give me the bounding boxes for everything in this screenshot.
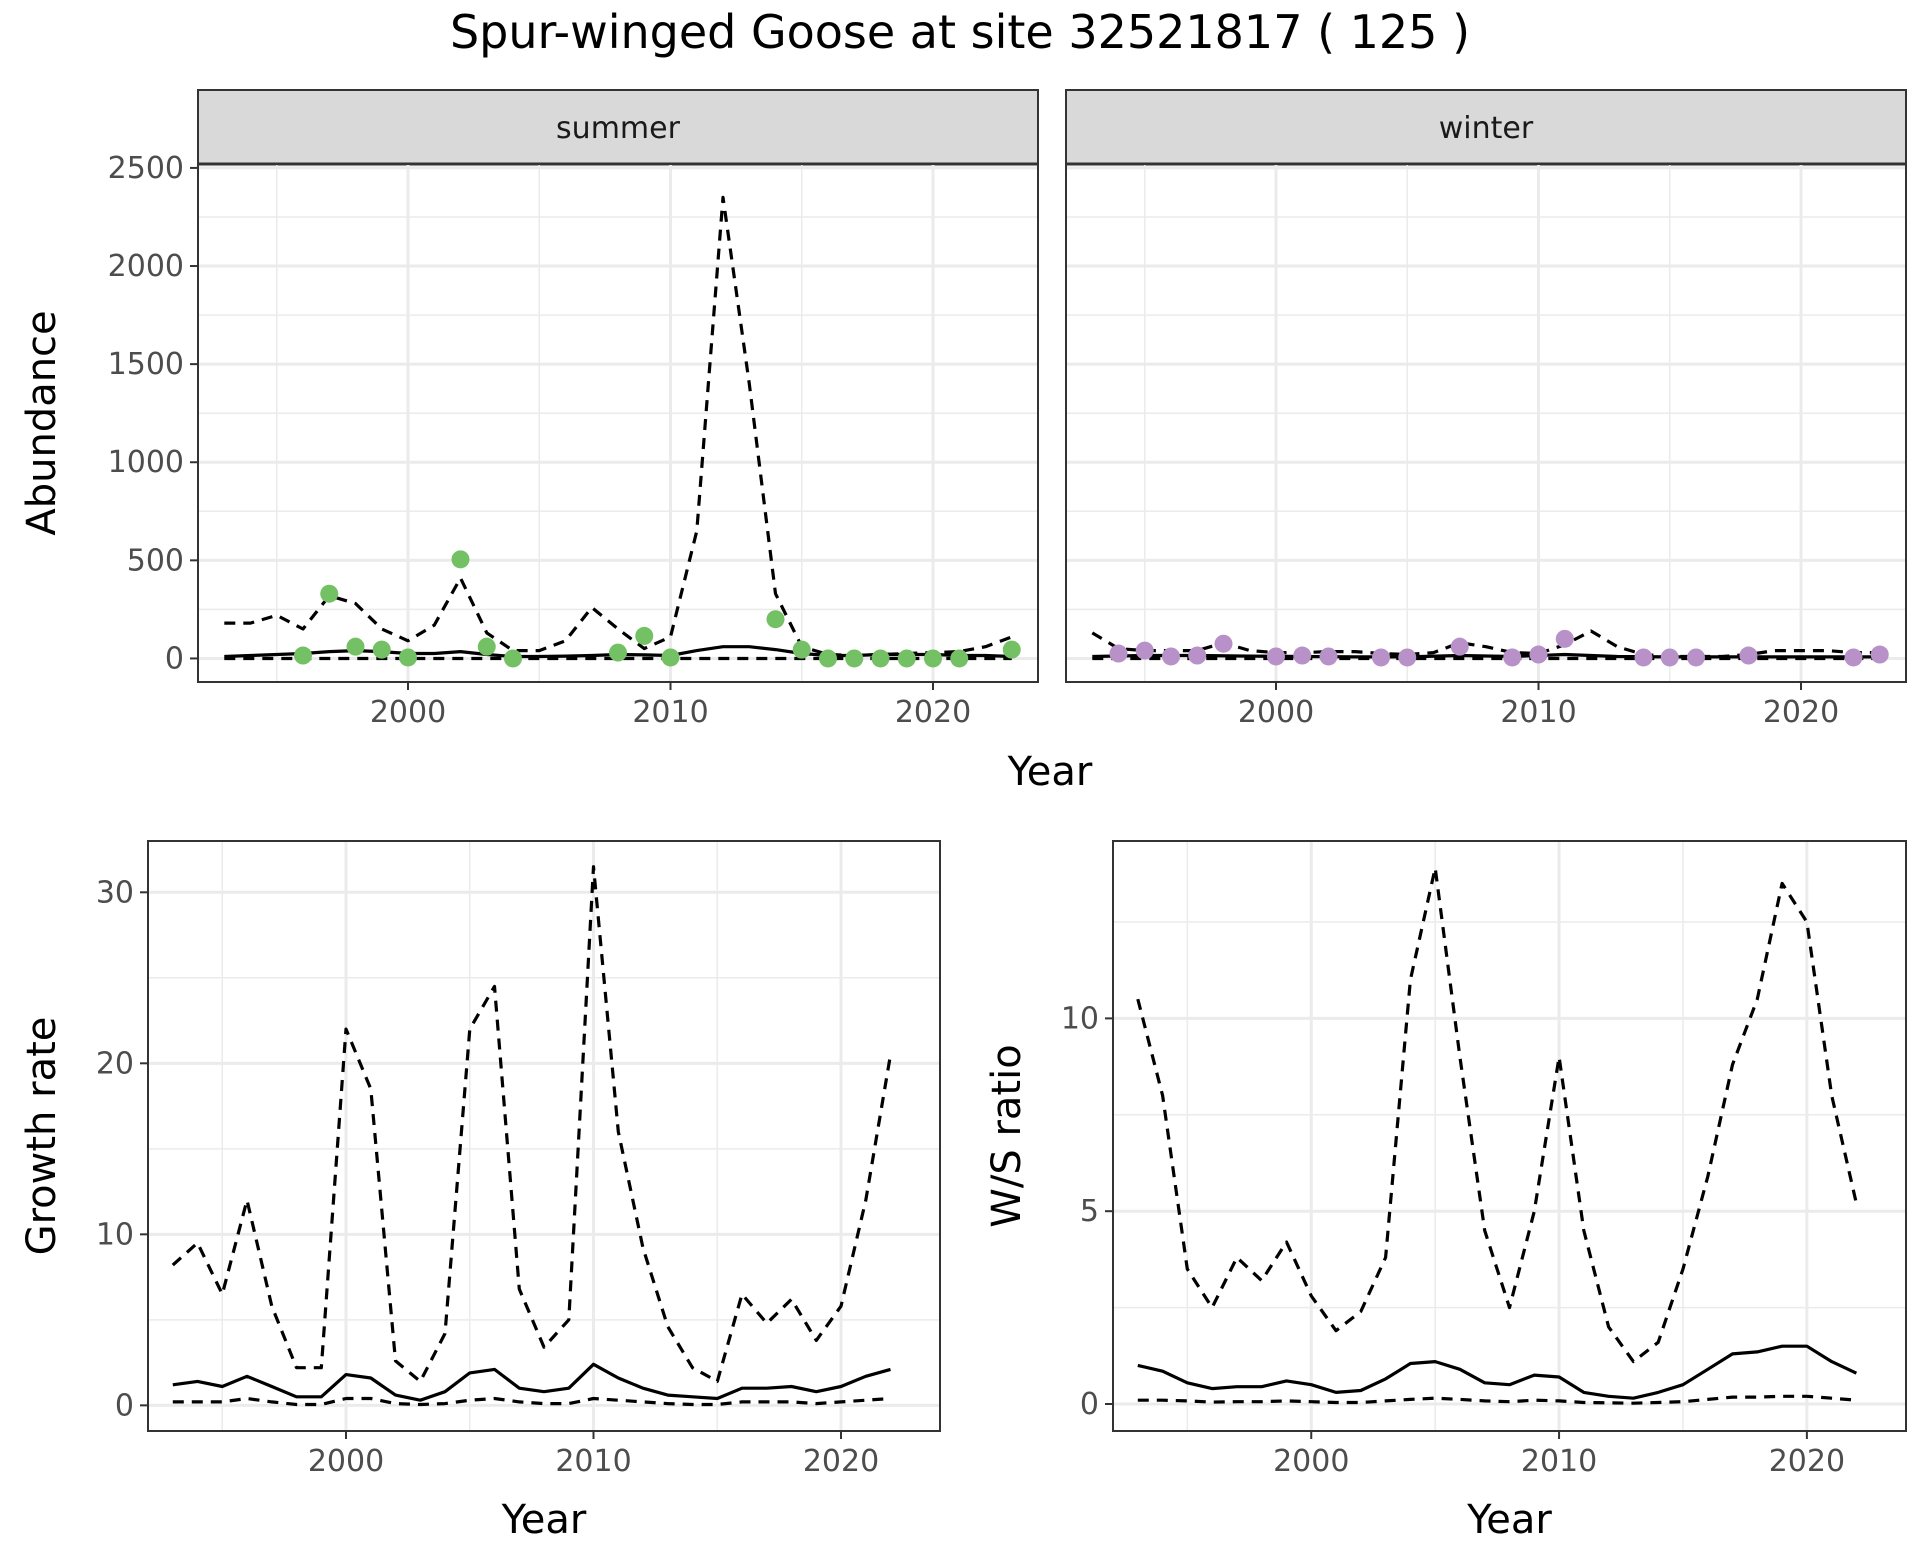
- observation-point: [451, 550, 470, 569]
- observation-point: [1739, 646, 1758, 665]
- observation-point: [1660, 648, 1679, 667]
- observation-point: [346, 637, 365, 656]
- x-tick-label: 2000: [370, 695, 446, 730]
- observation-point: [320, 584, 339, 603]
- y-tick-label: 10: [1061, 1001, 1099, 1036]
- x-axis-title: Year: [501, 1497, 587, 1543]
- observation-point: [1870, 645, 1889, 664]
- observation-point: [1450, 637, 1469, 656]
- upper-bound-line: [171, 865, 893, 1383]
- x-tick-label: 2010: [1521, 1444, 1597, 1479]
- facet-strip: [197, 89, 1039, 165]
- y-tick-label: 5: [1080, 1194, 1099, 1229]
- x-axis-title: Year: [1466, 1497, 1552, 1543]
- panel-border: [1065, 163, 1907, 683]
- y-axis-title: Growth rate: [19, 1017, 65, 1256]
- observation-point: [609, 643, 627, 662]
- x-tick-label: 2020: [1763, 695, 1839, 730]
- observation-point: [1214, 634, 1233, 653]
- x-tick-label: 2020: [803, 1444, 879, 1479]
- observation-point: [1162, 647, 1180, 666]
- growth-rate-chart: 2000 2010 2020 0 10 20 30 Year Growth rate: [19, 840, 941, 1543]
- observation-point: [924, 649, 942, 668]
- observation-point: [871, 649, 890, 668]
- observation-point: [1372, 648, 1390, 667]
- abundance-chart: summer 2000 2010 2020 0 500 1000 1500 2000 2500 wi…: [19, 89, 1907, 795]
- upper-bound-line: [224, 195, 1013, 658]
- observation-point: [897, 649, 916, 668]
- y-tick-label: 500: [127, 543, 184, 578]
- y-tick-label: 1500: [108, 347, 184, 382]
- observation-point: [635, 626, 654, 645]
- x-tick-label: 2010: [555, 1444, 631, 1479]
- y-tick-label: 20: [96, 1046, 134, 1081]
- observation-point: [294, 646, 312, 665]
- x-axis-title: Year: [1007, 749, 1093, 795]
- observation-point: [1634, 648, 1653, 667]
- y-tick-label: 30: [96, 875, 134, 910]
- x-tick-label: 2010: [1500, 695, 1576, 730]
- x-tick-label: 2010: [632, 695, 708, 730]
- x-tick-label: 2020: [895, 695, 971, 730]
- facet-strip: [1065, 89, 1907, 165]
- observation-point: [1398, 648, 1417, 667]
- y-axis-title: W/S ratio: [984, 1044, 1030, 1227]
- x-tick-label: 2000: [1273, 1444, 1349, 1479]
- x-tick-label: 2000: [1238, 695, 1314, 730]
- mean-line: [1137, 1344, 1858, 1400]
- observation-point: [661, 648, 680, 667]
- chart-title: Spur-winged Goose at site 32521817 ( 125…: [450, 5, 1470, 59]
- panel-border: [1112, 840, 1907, 1432]
- observation-point: [1293, 646, 1312, 665]
- observation-point: [1267, 647, 1285, 666]
- observation-point: [1135, 641, 1154, 660]
- y-tick-label: 0: [165, 641, 184, 676]
- upper-bound-line: [1136, 866, 1858, 1364]
- observation-point: [845, 649, 864, 668]
- y-tick-label: 0: [115, 1388, 134, 1423]
- observation-point: [950, 649, 969, 668]
- observation-point: [1529, 645, 1548, 664]
- facet-strip-label-summer: summer: [556, 111, 681, 146]
- observation-point: [1002, 640, 1021, 659]
- ws-ratio-chart: 2000 2010 2020 0 5 10 Year W/S ratio: [984, 840, 1907, 1543]
- facet-strip-label-winter: winter: [1439, 111, 1534, 146]
- observation-point: [766, 610, 785, 629]
- observation-point: [819, 649, 837, 668]
- lower-bound-line: [1137, 1394, 1857, 1405]
- y-tick-label: 0: [1080, 1387, 1099, 1422]
- y-axis-title: Abundance: [19, 310, 65, 535]
- observation-point: [399, 648, 417, 667]
- mean-line: [172, 1362, 891, 1402]
- observation-point: [1555, 629, 1574, 648]
- observation-point: [1687, 648, 1705, 667]
- observation-point: [1109, 644, 1128, 663]
- panel-border: [147, 840, 941, 1432]
- y-tick-label: 2000: [108, 249, 184, 284]
- observation-point: [372, 640, 391, 659]
- x-tick-label: 2020: [1769, 1444, 1845, 1479]
- observation-point: [504, 649, 522, 668]
- panel-border: [197, 163, 1039, 683]
- x-tick-label: 2000: [308, 1444, 384, 1479]
- observation-point: [1319, 647, 1338, 666]
- lower-bound-line: [172, 1396, 891, 1407]
- y-tick-label: 1000: [108, 445, 184, 480]
- y-tick-label: 10: [96, 1217, 134, 1252]
- observation-point: [1844, 648, 1863, 667]
- y-tick-label: 2500: [108, 151, 184, 186]
- observation-point: [792, 640, 811, 659]
- observation-point: [1503, 648, 1522, 667]
- observation-point: [477, 637, 496, 656]
- observation-point: [1188, 646, 1207, 665]
